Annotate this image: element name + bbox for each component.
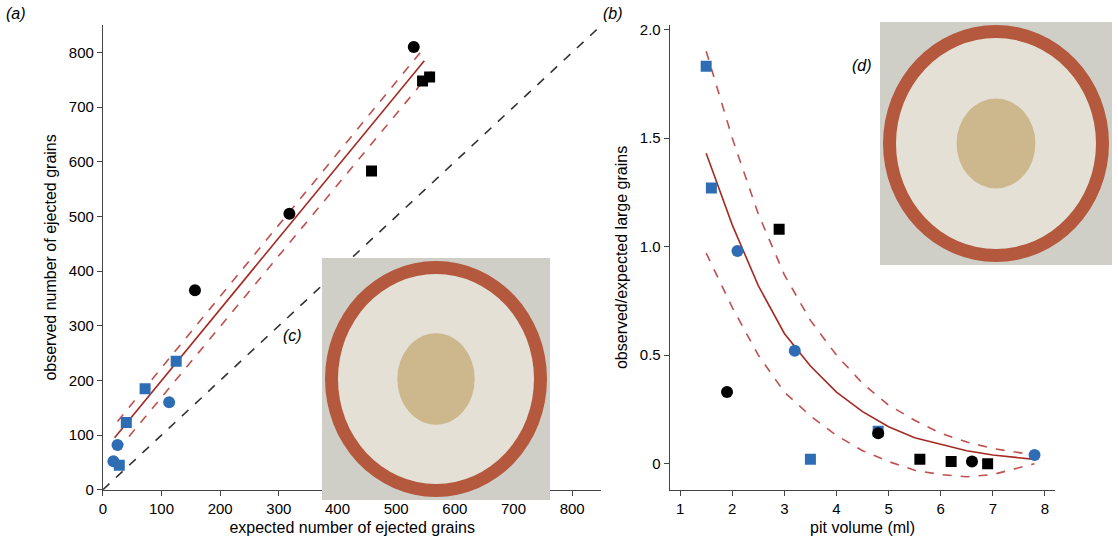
svg-text:0.5: 0.5 (640, 346, 661, 363)
svg-text:400: 400 (69, 262, 94, 279)
svg-text:800: 800 (69, 44, 94, 61)
svg-text:500: 500 (384, 500, 409, 517)
svg-text:7: 7 (989, 500, 997, 517)
svg-text:1.5: 1.5 (640, 129, 661, 146)
svg-text:700: 700 (501, 500, 526, 517)
svg-text:200: 200 (208, 500, 233, 517)
svg-text:300: 300 (266, 500, 291, 517)
svg-text:observed/expected large grains: observed/expected large grains (613, 146, 630, 369)
svg-text:2.0: 2.0 (640, 21, 661, 38)
svg-text:200: 200 (69, 372, 94, 389)
svg-text:1.0: 1.0 (640, 238, 661, 255)
svg-text:(a): (a) (6, 5, 26, 22)
svg-text:(b): (b) (603, 5, 623, 22)
svg-text:5: 5 (884, 500, 892, 517)
svg-text:(c): (c) (283, 327, 302, 344)
svg-text:(d): (d) (852, 57, 872, 74)
svg-text:6: 6 (937, 500, 945, 517)
svg-text:0: 0 (99, 500, 107, 517)
svg-text:100: 100 (149, 500, 174, 517)
svg-text:observed number of ejected gra: observed number of ejected grains (42, 134, 59, 380)
svg-text:0: 0 (86, 481, 94, 498)
svg-text:4: 4 (832, 500, 840, 517)
svg-text:600: 600 (442, 500, 467, 517)
svg-text:600: 600 (69, 153, 94, 170)
svg-text:500: 500 (69, 208, 94, 225)
svg-text:0: 0 (652, 455, 660, 472)
svg-text:300: 300 (69, 317, 94, 334)
svg-text:expected number of ejected gra: expected number of ejected grains (229, 519, 474, 536)
svg-text:100: 100 (69, 426, 94, 443)
svg-text:3: 3 (780, 500, 788, 517)
svg-text:800: 800 (560, 500, 585, 517)
svg-text:2: 2 (728, 500, 736, 517)
svg-text:8: 8 (1041, 500, 1049, 517)
svg-text:pit volume (ml): pit volume (ml) (810, 519, 915, 536)
svg-text:400: 400 (325, 500, 350, 517)
svg-text:700: 700 (69, 98, 94, 115)
svg-text:1: 1 (676, 500, 684, 517)
